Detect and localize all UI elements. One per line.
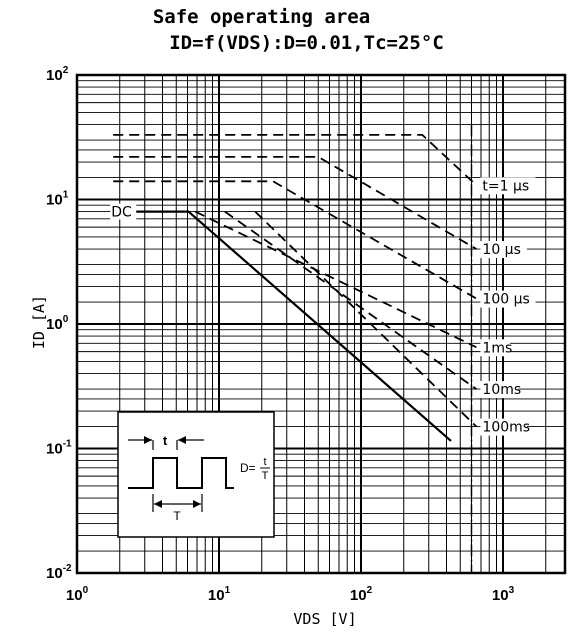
period-label: T: [173, 509, 181, 523]
chart-title: Safe operating area: [152, 6, 371, 28]
duty-formula-den: T: [262, 470, 269, 482]
series-10ms-line: [224, 210, 477, 390]
series-label-bg: [480, 418, 527, 436]
pulse-waveform: [128, 457, 234, 489]
y-tick-label: 10-1: [46, 439, 72, 458]
series-label: 10ms: [482, 382, 521, 398]
x-tick-label: 103: [492, 585, 515, 604]
series-label-bg: [110, 203, 137, 220]
T-arrowhead: [193, 500, 201, 508]
y-tick-label: 102: [46, 65, 69, 84]
x-tick-label: 102: [350, 585, 373, 604]
y-tick-label: 10-2: [46, 563, 72, 582]
T-arrowhead: [154, 500, 162, 508]
series-t-1-s-line: [113, 133, 478, 186]
series-label-bg: [480, 290, 536, 308]
series-100-s-line: [113, 180, 477, 300]
series-label: DC: [111, 205, 132, 221]
series-label: 100ms: [482, 420, 530, 436]
series-label: 100 μs: [482, 292, 529, 308]
y-tick-label: 100: [46, 314, 69, 333]
series-label-bg: [480, 241, 527, 259]
y-tick-label: 101: [46, 190, 69, 209]
pulse-inset: tTD= tT: [117, 411, 275, 538]
x-axis-label: VDS [V]: [293, 610, 356, 628]
series-label: t=1 μs: [482, 178, 529, 194]
series-label-bg: [480, 381, 519, 399]
series-label-bg: [480, 339, 510, 357]
series-100ms-line: [254, 210, 478, 428]
series-1ms-line: [194, 210, 477, 349]
y-axis-label: ID [A]: [30, 295, 48, 349]
duty-formula-lhs: D=: [240, 461, 256, 475]
series-dc-line: [113, 210, 452, 442]
series-label: 1ms: [482, 340, 512, 356]
series-10-s-line: [113, 155, 477, 250]
chart-subtitle: ID=f(VDS):D=0.01,Tc=25°C: [169, 32, 444, 54]
x-tick-label: 101: [208, 585, 231, 604]
inset-box: [117, 411, 275, 538]
t-arrowhead: [178, 436, 186, 444]
series-label-bg: [480, 177, 536, 195]
plot-frame: [75, 73, 567, 575]
pulse-width-label: t: [163, 433, 168, 448]
x-tick-label: 100: [66, 585, 89, 604]
series-label: 10 μs: [482, 242, 520, 258]
t-arrowhead: [144, 436, 152, 444]
duty-formula-num: t: [263, 456, 266, 468]
